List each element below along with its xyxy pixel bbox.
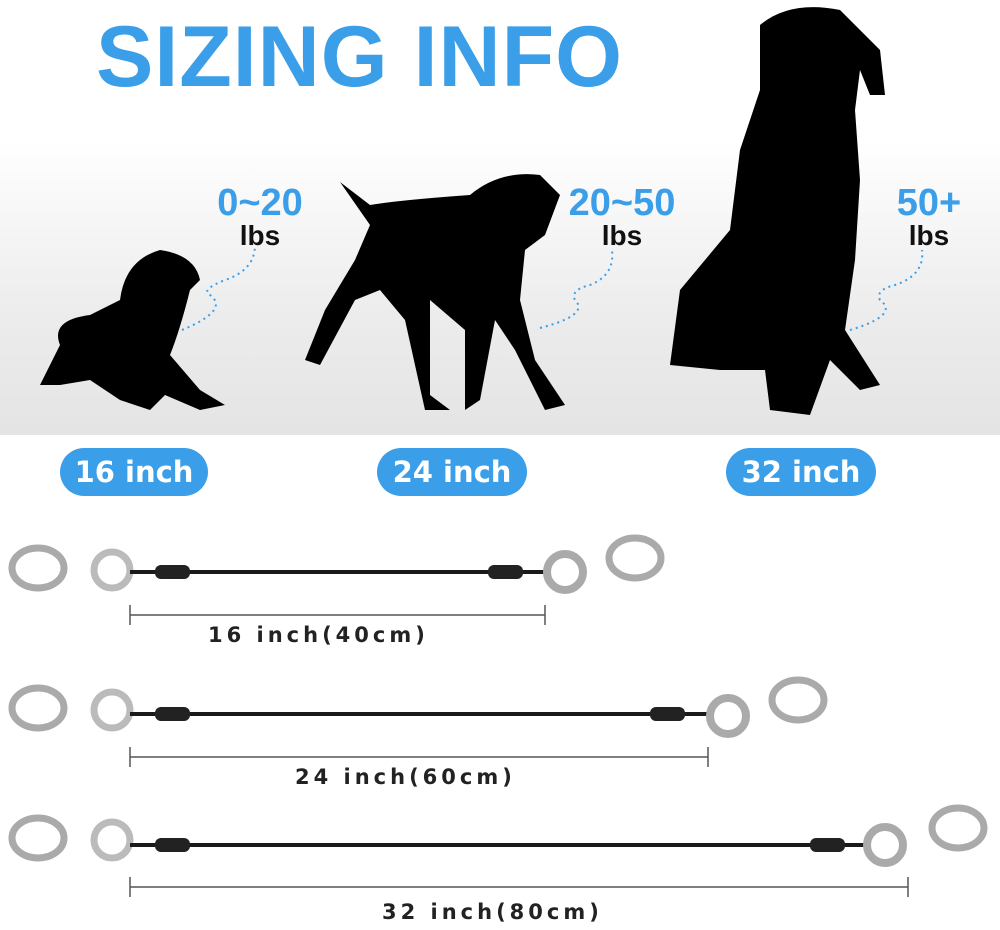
length-badge-24: 24 inch (377, 448, 527, 496)
leash-24 (8, 676, 828, 767)
measure-label-32: 32 inch(80cm) (382, 900, 603, 924)
dotted-line (849, 249, 924, 331)
length-badge-32: 32 inch (726, 448, 876, 496)
measure-label-16: 16 inch(40cm) (208, 623, 429, 647)
weight-label-large: 50+ lbs (880, 182, 978, 251)
weight-value: 50+ (896, 182, 962, 224)
weight-unit: lbs (908, 220, 950, 251)
weight-value: 0~20 (217, 182, 303, 224)
large-dog-silhouette (670, 7, 885, 416)
weight-value: 20~50 (568, 182, 676, 224)
measure-label-24: 24 inch(60cm) (295, 765, 516, 789)
leash-32 (8, 804, 988, 897)
small-dog-silhouette (40, 250, 225, 410)
weight-unit: lbs (601, 220, 643, 251)
medium-dog-silhouette (305, 174, 565, 410)
page-title: SIZING INFO (96, 9, 623, 105)
weight-label-medium: 20~50 lbs (558, 182, 686, 251)
dotted-line (181, 244, 256, 331)
leash-16 (8, 534, 665, 625)
length-badge-16: 16 inch (60, 448, 208, 496)
weight-label-small: 0~20 lbs (205, 182, 315, 251)
weight-unit: lbs (239, 220, 281, 251)
dotted-line (539, 249, 614, 329)
